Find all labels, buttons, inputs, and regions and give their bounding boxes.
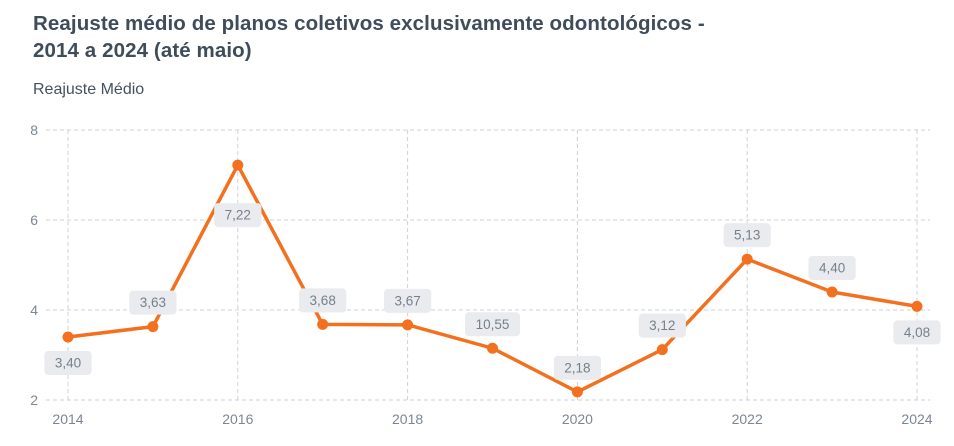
data-label-badge bbox=[808, 256, 856, 280]
data-label-badge bbox=[44, 351, 92, 375]
data-point[interactable] bbox=[147, 321, 159, 333]
data-label-badge bbox=[299, 288, 347, 313]
data-label: 10,55 bbox=[465, 312, 520, 337]
y-axis-tick-label: 6 bbox=[30, 212, 38, 228]
data-label-text: 4,40 bbox=[819, 261, 845, 276]
data-label: 2,18 bbox=[553, 355, 601, 380]
data-label-text: 4,08 bbox=[904, 325, 930, 340]
data-label-badge bbox=[893, 320, 941, 345]
data-label: 3,12 bbox=[638, 313, 686, 338]
data-point[interactable] bbox=[402, 319, 414, 331]
data-label-badge bbox=[384, 288, 432, 313]
y-axis-tick-label: 8 bbox=[30, 122, 38, 138]
y-axis-tick-label: 4 bbox=[30, 302, 38, 318]
data-label-text: 3,12 bbox=[649, 318, 675, 333]
data-point[interactable] bbox=[232, 159, 244, 171]
data-label-badge bbox=[214, 203, 262, 228]
chart-title-line2: 2014 a 2024 (até maio) bbox=[33, 39, 252, 62]
data-label: 4,08 bbox=[893, 320, 941, 345]
data-point[interactable] bbox=[317, 318, 329, 330]
x-axis-tick-label: 2022 bbox=[732, 411, 763, 427]
data-label: 4,40 bbox=[808, 256, 856, 280]
data-label: 3,63 bbox=[129, 290, 177, 315]
data-point[interactable] bbox=[62, 331, 74, 343]
data-label: 7,22 bbox=[214, 203, 262, 228]
data-label: 3,67 bbox=[384, 288, 432, 313]
trend-line bbox=[66, 163, 919, 394]
x-axis-tick-label: 2014 bbox=[52, 411, 83, 427]
data-label: 3,40 bbox=[44, 351, 92, 375]
y-axis-title: Reajuste Médio bbox=[33, 81, 145, 98]
data-label-text: 3,40 bbox=[55, 356, 81, 371]
data-point[interactable] bbox=[911, 300, 923, 312]
data-point[interactable] bbox=[571, 386, 583, 398]
x-axis-tick-label: 2024 bbox=[901, 411, 932, 427]
x-axis-tick-label: 2020 bbox=[562, 411, 593, 427]
data-label-text: 3,63 bbox=[140, 295, 166, 310]
data-label-badge bbox=[553, 355, 601, 380]
data-label: 5,13 bbox=[723, 223, 771, 248]
data-label-text: 10,55 bbox=[476, 317, 510, 332]
data-label-text: 2,18 bbox=[564, 360, 590, 375]
data-label-badge bbox=[129, 290, 177, 315]
data-label-badge bbox=[465, 312, 520, 337]
x-axis-tick-label: 2018 bbox=[392, 411, 423, 427]
x-axis-tick-label: 2016 bbox=[222, 411, 253, 427]
data-label: 3,68 bbox=[299, 288, 347, 313]
data-point[interactable] bbox=[656, 344, 668, 356]
data-point[interactable] bbox=[487, 342, 498, 354]
chart-header: Reajuste médio de planos coletivos exclu… bbox=[33, 10, 705, 99]
data-label-badge bbox=[638, 313, 686, 338]
data-label-text: 3,67 bbox=[394, 293, 420, 308]
data-label-text: 5,13 bbox=[734, 228, 760, 243]
y-axis-tick-label: 2 bbox=[30, 392, 38, 408]
data-point[interactable] bbox=[741, 253, 753, 265]
data-label-badge bbox=[723, 223, 771, 248]
chart-title-line1: Reajuste médio de planos coletivos exclu… bbox=[33, 12, 705, 35]
data-label-text: 3,68 bbox=[310, 293, 336, 308]
data-label-text: 7,22 bbox=[225, 208, 251, 223]
data-point[interactable] bbox=[826, 286, 838, 298]
